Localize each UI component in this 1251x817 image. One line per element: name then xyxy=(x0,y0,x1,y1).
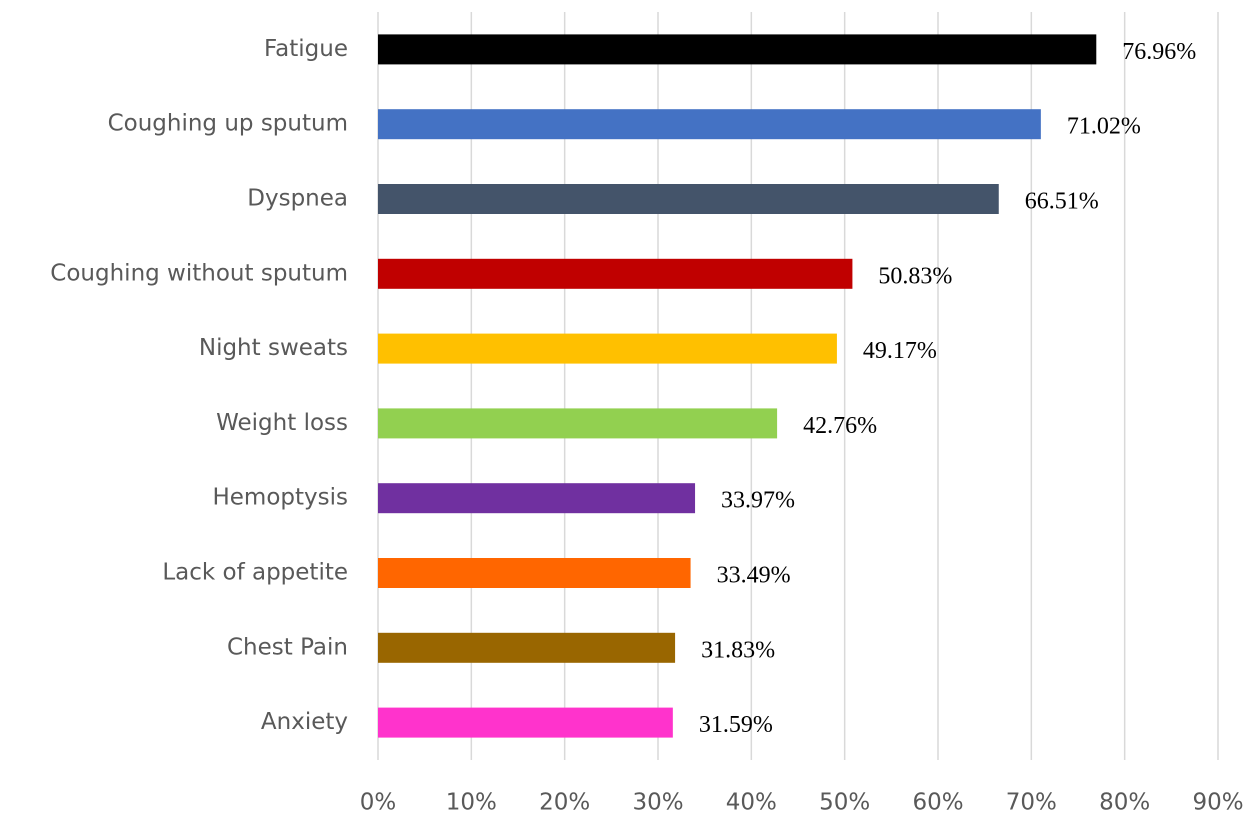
data-label: 66.51% xyxy=(1025,189,1099,215)
bar xyxy=(378,558,691,588)
bar xyxy=(378,632,676,663)
category-label: Weight loss xyxy=(216,410,348,436)
category-label: Coughing up sputum xyxy=(108,111,348,137)
category-label: Fatigue xyxy=(264,36,348,62)
data-label: 76.96% xyxy=(1122,39,1196,65)
data-label: 49.17% xyxy=(863,338,937,364)
x-tick-label: 0% xyxy=(360,790,397,816)
bar xyxy=(378,408,778,439)
data-label: 50.83% xyxy=(878,263,952,289)
category-label: Dyspnea xyxy=(247,186,348,212)
bar xyxy=(378,707,673,738)
data-label: 31.59% xyxy=(699,712,773,738)
bar xyxy=(378,333,837,364)
category-label: Night sweats xyxy=(199,335,348,361)
bar xyxy=(378,483,696,514)
data-label: 31.83% xyxy=(701,637,775,663)
category-label: Chest Pain xyxy=(227,634,348,660)
bar xyxy=(378,258,853,289)
category-label: Hemoptysis xyxy=(212,485,348,511)
bar xyxy=(378,34,1097,65)
data-label: 33.97% xyxy=(721,488,795,514)
bar xyxy=(378,184,999,214)
category-label: Anxiety xyxy=(261,709,348,735)
data-label: 42.76% xyxy=(803,413,877,439)
x-tick-label: 10% xyxy=(446,790,497,816)
data-label: 33.49% xyxy=(717,563,791,589)
x-tick-label: 70% xyxy=(1006,790,1057,816)
data-label: 71.02% xyxy=(1067,114,1141,140)
bar xyxy=(378,109,1041,140)
x-tick-label: 50% xyxy=(819,790,870,816)
x-tick-label: 20% xyxy=(539,790,590,816)
x-tick-label: 30% xyxy=(632,790,683,816)
x-tick-label: 40% xyxy=(726,790,777,816)
x-tick-label: 60% xyxy=(912,790,963,816)
category-label: Coughing without sputum xyxy=(50,260,348,286)
x-tick-label: 90% xyxy=(1192,790,1243,816)
x-tick-label: 80% xyxy=(1099,790,1150,816)
category-label: Lack of appetite xyxy=(162,560,348,586)
